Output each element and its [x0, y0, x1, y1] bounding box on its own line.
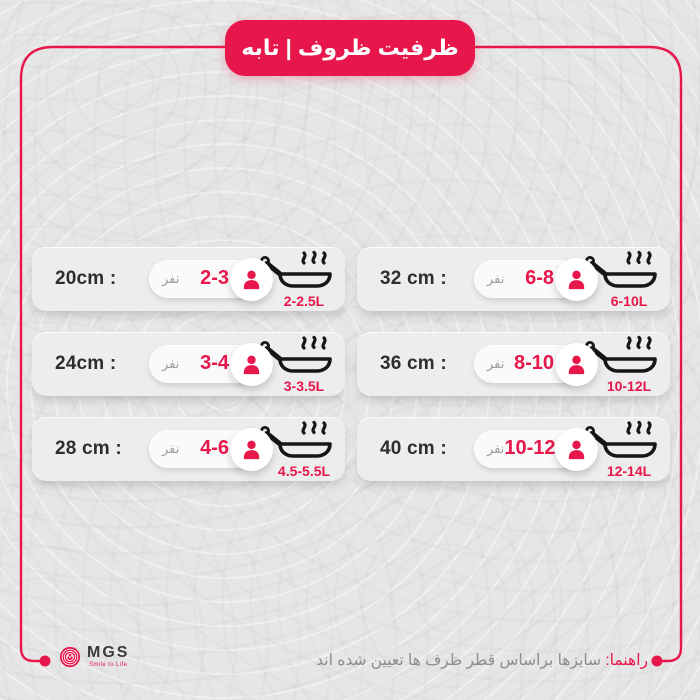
people-count: 10-12: [504, 437, 556, 459]
person-icon: [565, 353, 588, 376]
capacity-label: 10-12L: [606, 377, 652, 394]
size-label: 32 cm :: [380, 268, 447, 289]
people-unit: نفر: [162, 355, 180, 371]
pan-capacity-group: 4.5-5.5L: [257, 420, 335, 479]
pan-capacity-group: 12-14L: [582, 420, 660, 479]
size-label: 40 cm :: [380, 438, 447, 459]
people-unit: نفر: [162, 440, 180, 456]
left-terminal-dot: [39, 655, 51, 667]
people-count: 8-10: [513, 352, 554, 374]
pan-capacity-group: 6-10L: [582, 250, 660, 309]
person-badge: [230, 427, 273, 471]
size-card-36cm: 36 cm : نفر 8-10 10-12L: [357, 332, 670, 396]
people-count: 4-6: [200, 437, 229, 459]
size-card-20cm: 20cm : نفر 2-3 2-2.5L: [32, 247, 345, 311]
pan-capacity-group: 10-12L: [582, 335, 660, 394]
person-badge: [555, 342, 598, 386]
person-icon: [240, 268, 263, 291]
size-label: 36 cm :: [380, 353, 447, 374]
title-badge: ظرفیت ظروف | تابه: [225, 20, 475, 76]
footnote: راهنما: سایزها براساس قطر ظرف ها تعیین ش…: [316, 651, 648, 670]
size-label: 20cm :: [55, 268, 117, 289]
people-count: 6-8: [525, 267, 554, 289]
brand-logo: MGS Smile to Life: [59, 645, 129, 668]
size-label: 24cm :: [55, 353, 117, 374]
footnote-text: سایزها براساس قطر ظرف ها تعیین شده اند: [316, 652, 602, 669]
people-unit: نفر: [487, 355, 505, 371]
people-count: 3-4: [200, 352, 229, 374]
pan-capacity-group: 3-3.5L: [257, 335, 335, 394]
capacity-label: 3-3.5L: [283, 377, 325, 394]
people-unit: نفر: [487, 270, 505, 286]
pan-capacity-group: 2-2.5L: [257, 250, 335, 309]
people-pill: نفر 10-12: [474, 427, 598, 471]
size-card-32cm: 32 cm : نفر 6-8 6-10L: [357, 247, 670, 311]
people-unit: نفر: [487, 440, 505, 456]
person-badge: [230, 342, 273, 386]
person-badge: [230, 257, 273, 301]
brand-text: MGS Smile to Life: [87, 644, 130, 669]
people-pill: نفر 8-10: [474, 342, 598, 386]
person-icon: [240, 438, 263, 461]
people-pill: نفر 2-3: [149, 257, 273, 301]
capacity-label: 2-2.5L: [283, 292, 325, 309]
page-title: ظرفیت ظروف | تابه: [241, 35, 459, 60]
person-icon: [565, 268, 588, 291]
capacity-label: 4.5-5.5L: [277, 462, 331, 479]
size-card-24cm: 24cm : نفر 3-4 3-3.5L: [32, 332, 345, 396]
people-count: 2-3: [200, 267, 229, 289]
people-pill: نفر 4-6: [149, 427, 273, 471]
right-terminal-dot: [651, 655, 663, 667]
size-card-40cm: 40 cm : نفر 10-12 12-14L: [357, 417, 670, 481]
people-unit: نفر: [162, 270, 180, 286]
size-label: 28 cm :: [55, 438, 122, 459]
people-pill: نفر 6-8: [474, 257, 598, 301]
person-badge: [555, 257, 598, 301]
person-badge: [555, 427, 598, 471]
person-icon: [240, 353, 263, 376]
brand-name: MGS: [87, 644, 130, 661]
footnote-label: راهنما:: [605, 652, 648, 669]
person-icon: [565, 438, 588, 461]
capacity-label: 12-14L: [606, 462, 652, 479]
size-card-28cm: 28 cm : نفر 4-6 4.5-5.5L: [32, 417, 345, 481]
mgs-emblem-icon: [59, 646, 81, 668]
people-pill: نفر 3-4: [149, 342, 273, 386]
capacity-label: 6-10L: [610, 292, 648, 309]
brand-tagline: Smile to Life: [89, 662, 128, 668]
